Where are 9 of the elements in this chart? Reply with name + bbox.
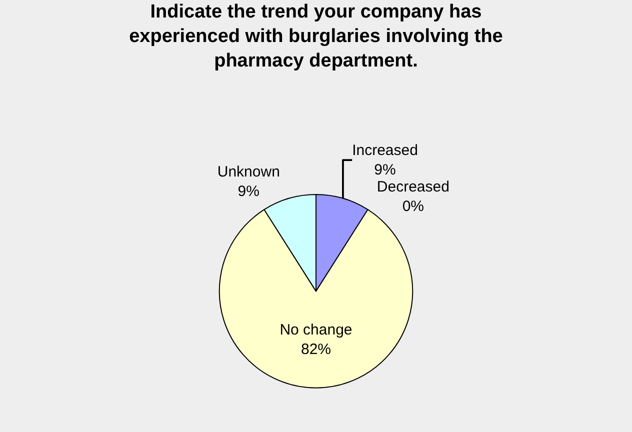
- data-label: 9%: [238, 182, 260, 200]
- slice-label: Increased: [352, 142, 418, 159]
- data-label: 9%: [374, 161, 396, 178]
- text: 0%: [402, 198, 424, 215]
- chart-title: Indicate the trend your company has experienced with burglaries involving the pharmacy department.: [129, 1, 503, 72]
- data-label: 82%: [300, 340, 332, 358]
- slice-label: No change: [280, 321, 352, 338]
- category-label: Decreased: [376, 178, 450, 196]
- slice-label: Unknown: [217, 163, 280, 180]
